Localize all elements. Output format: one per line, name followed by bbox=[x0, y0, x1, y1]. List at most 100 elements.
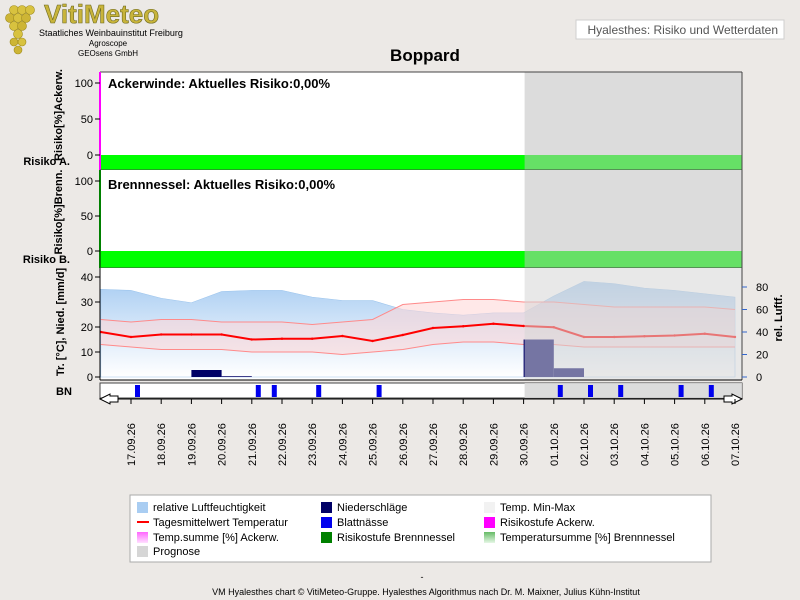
temp-mean-point bbox=[220, 333, 223, 336]
leaf-wetness-mark bbox=[618, 385, 624, 397]
ytick-right-label: 80 bbox=[756, 282, 768, 294]
legend-label: Risikostufe Ackerw. bbox=[500, 517, 595, 529]
risk-bar-brennnessel-prognose bbox=[524, 251, 742, 268]
date-tick-label: 24.09.26 bbox=[337, 423, 349, 466]
leaf-wetness-mark bbox=[135, 385, 140, 397]
date-axis: 17.09.26 18.09.26 19.09.26 20.09.26 21.09.26… bbox=[98, 393, 744, 466]
panel-ackerwinde: 100 50 0 Ackerwinde: Aktuelles Risiko:0,… bbox=[23, 69, 743, 171]
date-tick-label: 18.09.26 bbox=[156, 423, 168, 466]
temp-mean-point bbox=[190, 333, 193, 336]
prognose-area-3 bbox=[524, 268, 742, 380]
ytick-label: 50 bbox=[81, 114, 93, 126]
bn-strip: BN bbox=[56, 382, 743, 399]
org-line-2: Agroscope bbox=[89, 39, 128, 48]
header-badge-text: Hyalesthes: Risiko und Wetterdaten bbox=[587, 23, 778, 37]
ytick-left-label: 20 bbox=[81, 322, 93, 334]
date-tick-label: 03.10.26 bbox=[609, 423, 621, 466]
temp-mean-point bbox=[280, 337, 284, 340]
leaf-wetness-mark bbox=[376, 385, 382, 397]
temp-mean-point bbox=[129, 335, 133, 339]
legend-item: Risikostufe Ackerw. bbox=[484, 517, 595, 529]
temp-mean-point bbox=[462, 325, 465, 328]
weather-yticks: 0 10 20 30 40 0 20 40 60 80 bbox=[81, 272, 769, 384]
date-tick-label: 06.10.26 bbox=[700, 423, 712, 466]
ytick-label: 0 bbox=[87, 150, 93, 162]
org-line-3: GEOsens GmbH bbox=[78, 49, 138, 58]
arrow-left-icon[interactable] bbox=[98, 393, 119, 405]
ytick-left-label: 10 bbox=[81, 347, 93, 359]
temp-mean-point bbox=[371, 339, 374, 343]
temp-mean-point bbox=[250, 338, 253, 341]
legend-item: Temp.summe [%] Ackerw. bbox=[137, 532, 279, 544]
footer-text: VM Hyalesthes chart © VitiMeteo-Gruppe. … bbox=[212, 587, 640, 597]
date-tick-label: 27.09.26 bbox=[428, 423, 440, 466]
date-tick-label: 04.10.26 bbox=[639, 423, 651, 466]
ylabel-weather-left: Tr. [°C], Nied. [mm/d] bbox=[55, 268, 67, 377]
leaf-wetness-mark bbox=[557, 385, 563, 397]
legend-label: Tagesmittelwert Temperatur bbox=[153, 517, 288, 529]
org-line-1: Staatliches Weinbauinstitut Freiburg bbox=[39, 28, 183, 38]
date-tick-label: 17.09.26 bbox=[126, 423, 138, 466]
yticks-ackerwinde: 100 50 0 bbox=[75, 78, 100, 162]
ylabel-brennnessel: Risiko[%]Brenn. bbox=[53, 170, 65, 255]
bn-label: BN bbox=[56, 386, 72, 398]
legend: relative Luftfeuchtigkeit Niederschläge Te… bbox=[129, 494, 712, 563]
date-tick-label: 29.09.26 bbox=[488, 423, 500, 466]
precipitation-bar bbox=[191, 370, 222, 377]
leaf-wetness-mark bbox=[271, 385, 277, 397]
date-tick-label: 07.10.26 bbox=[730, 423, 742, 466]
panel-weather: 0 10 20 30 40 0 20 40 60 80 Tr. [°C], Nied. [mm/d… bbox=[55, 268, 785, 384]
legend-swatch bbox=[321, 517, 332, 528]
precipitation-bar bbox=[221, 376, 252, 377]
leaf-wetness-mark bbox=[316, 385, 322, 397]
legend-label: relative Luftfeuchtigkeit bbox=[153, 502, 266, 514]
legend-swatch bbox=[137, 532, 148, 543]
logo-text: VitiMeteo bbox=[44, 0, 159, 29]
ytick-label: 100 bbox=[75, 176, 93, 188]
header: VitiMeteo Staatliches Weinbauinstitut Fr… bbox=[5, 0, 785, 65]
prognose-area-bn bbox=[524, 383, 742, 398]
ytick-right-label: 0 bbox=[756, 372, 762, 384]
ytick-label: 50 bbox=[81, 211, 93, 223]
legend-swatch bbox=[137, 546, 148, 557]
ylabel-weather-right: rel. Luftf. bbox=[773, 294, 785, 341]
risk-label-brennnessel: Risiko B. bbox=[23, 254, 70, 266]
yticks-brennnessel: 100 50 0 bbox=[75, 176, 100, 258]
legend-item: Risikostufe Brennnessel bbox=[321, 532, 455, 544]
date-tick-label: 30.09.26 bbox=[519, 423, 531, 466]
legend-label: Prognose bbox=[153, 546, 200, 558]
location-title: Boppard bbox=[390, 46, 460, 65]
temp-mean-point bbox=[522, 324, 525, 328]
legend-swatch bbox=[484, 502, 495, 513]
ytick-right-label: 40 bbox=[756, 327, 768, 339]
bn-marks bbox=[135, 385, 714, 397]
temp-mean-point bbox=[160, 333, 163, 336]
legend-label: Temp. Min-Max bbox=[500, 502, 576, 514]
date-tick-label: 01.10.26 bbox=[549, 423, 561, 466]
risk-label-ackerwinde: Risiko A. bbox=[23, 156, 70, 168]
date-tick-label: 26.09.26 bbox=[398, 423, 410, 466]
legend-item: Temp. Min-Max bbox=[484, 502, 576, 514]
legend-label: Temp.summe [%] Ackerw. bbox=[153, 532, 279, 544]
legend-swatch bbox=[321, 532, 332, 543]
date-tick-label: 23.09.26 bbox=[307, 423, 319, 466]
date-tick-label: 28.09.26 bbox=[458, 423, 470, 466]
date-tick-label: 20.09.26 bbox=[217, 423, 229, 466]
arrow-right-icon[interactable] bbox=[723, 393, 744, 405]
ytick-right-label: 20 bbox=[756, 350, 768, 362]
date-tick-label: 25.09.26 bbox=[368, 423, 380, 466]
panel-ackerwinde-title: Ackerwinde: Aktuelles Risiko:0,00% bbox=[108, 76, 330, 91]
header-badge bbox=[575, 19, 785, 40]
prognose-area-1 bbox=[524, 72, 742, 170]
temp-mean-point bbox=[311, 337, 314, 340]
legend-item: Temperatursumme [%] Brennnessel bbox=[484, 532, 675, 544]
legend-label: Risikostufe Brennnessel bbox=[337, 532, 455, 544]
ytick-left-label: 30 bbox=[81, 297, 93, 309]
ylabel-ackerwinde: Risiko[%]Ackerw. bbox=[53, 69, 65, 161]
legend-item: relative Luftfeuchtigkeit bbox=[137, 502, 266, 514]
legend-item: Prognose bbox=[137, 546, 200, 558]
legend-items: relative Luftfeuchtigkeit Niederschläge Te… bbox=[137, 502, 675, 558]
legend-swatch bbox=[484, 532, 495, 543]
temp-mean-point bbox=[492, 322, 495, 325]
temp-mean-point bbox=[431, 326, 435, 330]
